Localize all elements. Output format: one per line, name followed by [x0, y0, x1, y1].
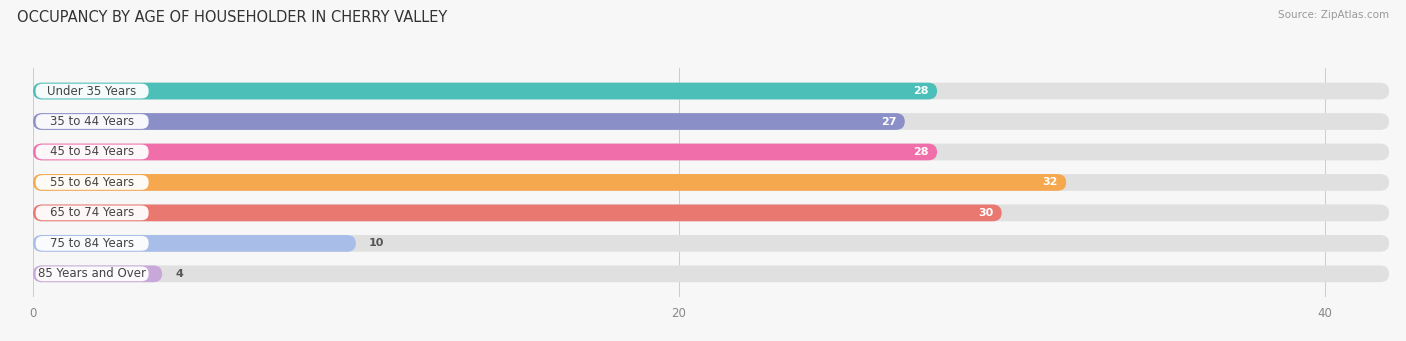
FancyBboxPatch shape — [32, 144, 1389, 160]
Text: 65 to 74 Years: 65 to 74 Years — [51, 206, 134, 219]
FancyBboxPatch shape — [32, 83, 936, 100]
FancyBboxPatch shape — [32, 205, 1389, 221]
FancyBboxPatch shape — [35, 236, 149, 251]
FancyBboxPatch shape — [32, 113, 905, 130]
Text: 10: 10 — [368, 238, 384, 248]
FancyBboxPatch shape — [32, 83, 1389, 100]
Text: Under 35 Years: Under 35 Years — [48, 85, 136, 98]
Text: 45 to 54 Years: 45 to 54 Years — [51, 146, 134, 159]
Text: 55 to 64 Years: 55 to 64 Years — [51, 176, 134, 189]
Text: 4: 4 — [176, 269, 183, 279]
Text: Source: ZipAtlas.com: Source: ZipAtlas.com — [1278, 10, 1389, 20]
Text: OCCUPANCY BY AGE OF HOUSEHOLDER IN CHERRY VALLEY: OCCUPANCY BY AGE OF HOUSEHOLDER IN CHERR… — [17, 10, 447, 25]
FancyBboxPatch shape — [32, 265, 1389, 282]
Text: 35 to 44 Years: 35 to 44 Years — [51, 115, 134, 128]
Text: 32: 32 — [1043, 177, 1059, 188]
Text: 27: 27 — [882, 117, 897, 127]
Text: 30: 30 — [979, 208, 994, 218]
FancyBboxPatch shape — [32, 174, 1066, 191]
Text: 85 Years and Over: 85 Years and Over — [38, 267, 146, 280]
FancyBboxPatch shape — [35, 206, 149, 220]
FancyBboxPatch shape — [35, 145, 149, 159]
FancyBboxPatch shape — [32, 235, 1389, 252]
FancyBboxPatch shape — [32, 174, 1389, 191]
Text: 28: 28 — [914, 86, 929, 96]
FancyBboxPatch shape — [35, 84, 149, 99]
FancyBboxPatch shape — [32, 144, 936, 160]
FancyBboxPatch shape — [35, 175, 149, 190]
FancyBboxPatch shape — [35, 114, 149, 129]
Text: 75 to 84 Years: 75 to 84 Years — [51, 237, 134, 250]
FancyBboxPatch shape — [32, 113, 1389, 130]
FancyBboxPatch shape — [32, 235, 356, 252]
FancyBboxPatch shape — [35, 266, 149, 281]
FancyBboxPatch shape — [32, 265, 162, 282]
FancyBboxPatch shape — [32, 205, 1001, 221]
Text: 28: 28 — [914, 147, 929, 157]
